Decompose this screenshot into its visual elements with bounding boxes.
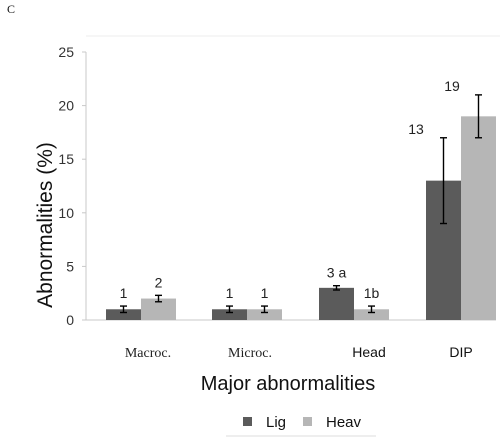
data-label: 19 [444,78,460,94]
bar-lig [212,309,247,320]
y-tick-label: 25 [58,44,74,60]
bar-lig [106,309,141,320]
bar-heav [247,309,282,320]
legend-swatch-heav [303,417,312,426]
data-label: 3 a [327,265,347,281]
bar-lig [319,287,354,320]
bar-heav [461,116,496,320]
legend-label-lig: Lig [266,414,286,431]
y-tick-label: 10 [58,205,74,221]
y-tick-label: 15 [58,151,74,167]
legend: Lig Heav [226,414,376,437]
category-label: Head [352,344,385,360]
category-label: Microc. [228,346,272,361]
data-label: 1b [364,285,380,301]
bar-heav [354,309,389,320]
category-labels: Macroc. Microc. Head DIP [125,344,473,361]
y-tick-label: 20 [58,98,74,114]
category-label: DIP [449,344,472,360]
data-label: 1 [120,285,128,301]
x-axis-label: Major abnormalities [201,373,376,395]
data-label: 13 [408,121,424,137]
panel-label: C [7,2,15,16]
data-label: 2 [155,274,163,290]
y-tick-label: 5 [66,258,74,274]
legend-swatch-lig [243,417,252,426]
bar-heav [141,298,176,320]
y-tick-label: 0 [66,312,74,328]
category-label: Macroc. [125,346,171,361]
data-label: 1 [261,285,269,301]
bars-group: 1 1 3 a 13 2 1 1b 19 [106,78,496,320]
legend-label-heav: Heav [326,414,362,431]
y-axis-ticks: 0 5 10 15 20 25 [58,44,86,328]
y-axis-label: Abnormalities (%) [34,142,57,308]
data-label: 1 [226,285,234,301]
